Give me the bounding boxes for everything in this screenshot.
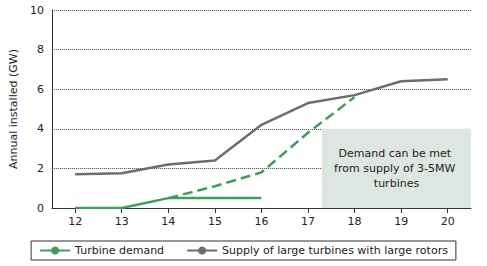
- svg-text:Supply of large turbines with: Supply of large turbines with large roto…: [222, 244, 448, 257]
- svg-text:20: 20: [441, 215, 455, 228]
- svg-text:8: 8: [37, 43, 44, 56]
- svg-text:10: 10: [30, 4, 44, 17]
- svg-text:12: 12: [68, 215, 82, 228]
- svg-text:13: 13: [115, 215, 129, 228]
- svg-text:from supply of 3-5MW: from supply of 3-5MW: [334, 162, 459, 175]
- svg-text:17: 17: [301, 215, 315, 228]
- svg-text:turbines: turbines: [374, 177, 420, 190]
- svg-text:4: 4: [37, 122, 44, 135]
- svg-text:2: 2: [37, 162, 44, 175]
- svg-text:Demand can be met: Demand can be met: [339, 147, 455, 160]
- svg-text:18: 18: [348, 215, 362, 228]
- svg-text:Annual installed (GW): Annual installed (GW): [7, 49, 20, 169]
- svg-text:19: 19: [394, 215, 408, 228]
- svg-text:16: 16: [254, 215, 268, 228]
- svg-text:15: 15: [208, 215, 222, 228]
- svg-text:Turbine demand: Turbine demand: [74, 244, 164, 257]
- svg-text:6: 6: [37, 83, 44, 96]
- svg-text:0: 0: [37, 202, 44, 215]
- svg-text:14: 14: [161, 215, 175, 228]
